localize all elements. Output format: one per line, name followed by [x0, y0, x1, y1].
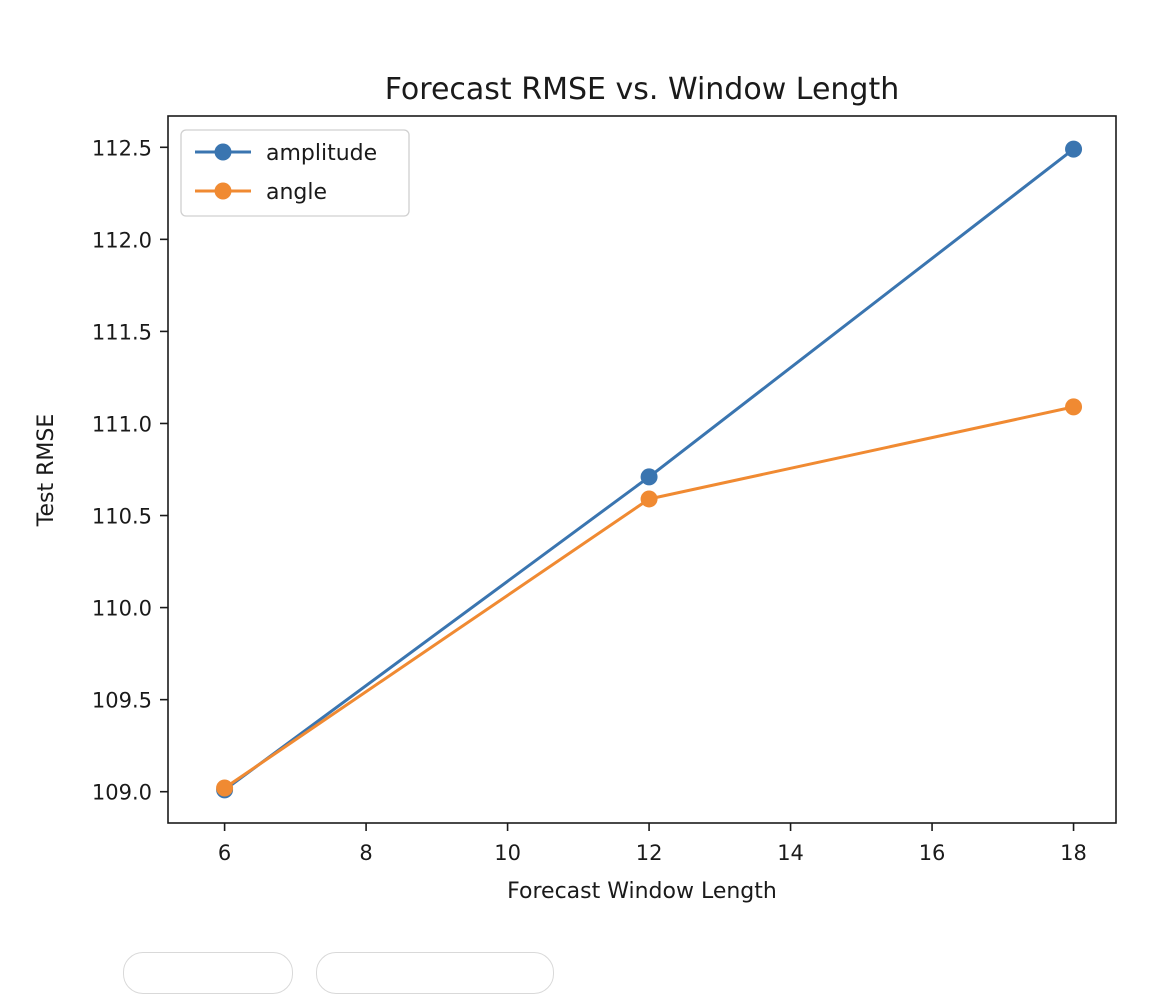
- y-tick-label: 109.0: [92, 781, 152, 805]
- x-axis: 6 8 10 12 14 16 18: [218, 823, 1087, 865]
- legend: amplitude angle: [180, 129, 410, 217]
- x-tick-label: 10: [494, 841, 521, 865]
- x-tick-label: 8: [359, 841, 372, 865]
- legend-label: angle: [266, 180, 327, 205]
- y-tick-label: 111.0: [92, 412, 152, 436]
- x-tick-label: 6: [218, 841, 231, 865]
- series-line-angle: [223, 405, 1074, 790]
- chart-title: Forecast RMSE vs. Window Length: [385, 72, 900, 107]
- y-tick-label: 111.5: [92, 320, 152, 344]
- y-tick-label: 110.0: [92, 597, 152, 621]
- x-tick-label: 16: [919, 841, 946, 865]
- y-axis-label: Test RMSE: [34, 414, 59, 527]
- x-axis-label: Forecast Window Length: [507, 879, 777, 904]
- y-tick-label: 109.5: [92, 689, 152, 713]
- y-tick-label: 110.5: [92, 505, 152, 529]
- data-point-amplitude: [1065, 140, 1083, 158]
- x-tick-label: 18: [1060, 841, 1087, 865]
- bottom-tab-1[interactable]: [123, 952, 293, 994]
- series-layer: [216, 140, 1083, 799]
- legend-swatch-marker: [214, 182, 232, 200]
- data-point-angle: [1065, 398, 1083, 416]
- plot-area: [167, 115, 1117, 824]
- data-point-amplitude: [640, 468, 658, 486]
- legend-swatch-marker: [214, 143, 232, 161]
- x-tick-label: 12: [636, 841, 663, 865]
- data-point-angle: [216, 779, 234, 797]
- data-point-angle: [640, 490, 658, 508]
- y-tick-label: 112.0: [92, 228, 152, 252]
- line-chart: Forecast RMSE vs. Window Length 6 8 10 12 14…: [34, 72, 1117, 904]
- y-tick-label: 112.5: [92, 136, 152, 160]
- y-axis: 109.0 109.5 110.0 110.5 111.0 111.5 112.0 112.5: [92, 136, 168, 805]
- x-tick-label: 14: [777, 841, 804, 865]
- bottom-tab-2[interactable]: [316, 952, 554, 994]
- legend-label: amplitude: [266, 141, 377, 166]
